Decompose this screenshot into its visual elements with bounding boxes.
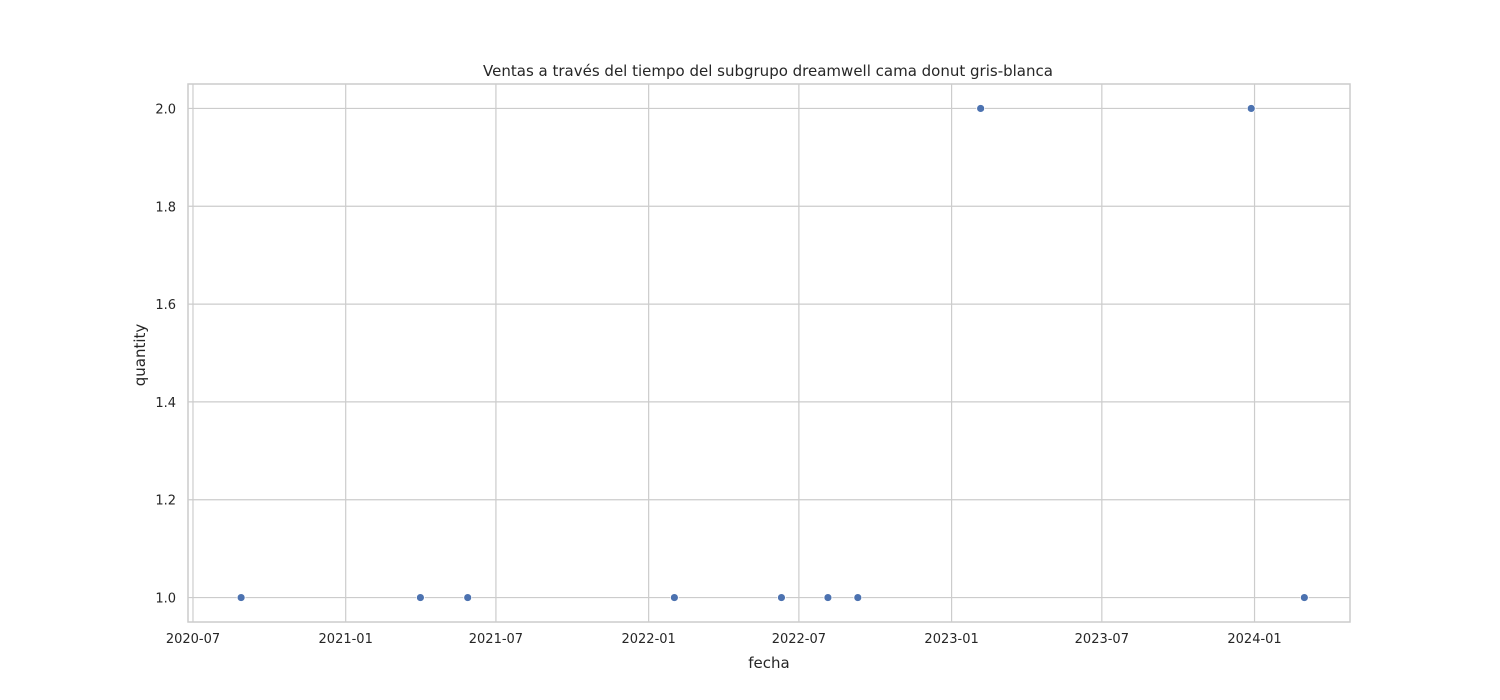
x-tick-label: 2022-01 xyxy=(621,632,675,647)
x-axis-label: fecha xyxy=(748,654,789,672)
chart-title: Ventas a través del tiempo del subgrupo … xyxy=(483,62,1053,80)
y-tick-label: 1.8 xyxy=(155,200,176,215)
x-tick-label: 2020-07 xyxy=(166,632,220,647)
grid xyxy=(188,84,1350,622)
y-tick-label: 1.0 xyxy=(155,592,176,607)
x-tick-label: 2021-01 xyxy=(319,632,373,647)
x-tick-label: 2023-07 xyxy=(1075,632,1129,647)
data-point xyxy=(1299,593,1309,602)
data-point xyxy=(669,593,679,602)
data-point xyxy=(415,593,425,602)
y-axis-label: quantity xyxy=(131,324,149,387)
y-tick-label: 2.0 xyxy=(155,102,176,117)
data-point xyxy=(777,593,786,602)
x-axis-ticks: 2020-07 2021-01 2021-07 2022-01 2022-07 2023-… xyxy=(166,632,1282,647)
data-point xyxy=(853,593,863,602)
plot-frame xyxy=(187,83,1351,623)
y-tick-label: 1.2 xyxy=(155,494,176,509)
y-tick-label: 1.4 xyxy=(155,396,176,411)
data-point xyxy=(236,593,246,602)
x-tick-label: 2021-07 xyxy=(469,632,523,647)
x-tick-label: 2023-01 xyxy=(924,632,978,647)
data-point xyxy=(1246,104,1256,113)
y-tick-label: 1.6 xyxy=(155,298,176,313)
x-tick-label: 2024-01 xyxy=(1227,632,1281,647)
data-point xyxy=(463,593,473,602)
x-tick-label: 2022-07 xyxy=(772,632,826,647)
y-axis-ticks: 1.0 1.2 1.4 1.6 1.8 2.0 xyxy=(155,102,176,606)
data-point xyxy=(823,593,833,602)
data-points xyxy=(236,104,1309,602)
data-point xyxy=(976,104,986,113)
